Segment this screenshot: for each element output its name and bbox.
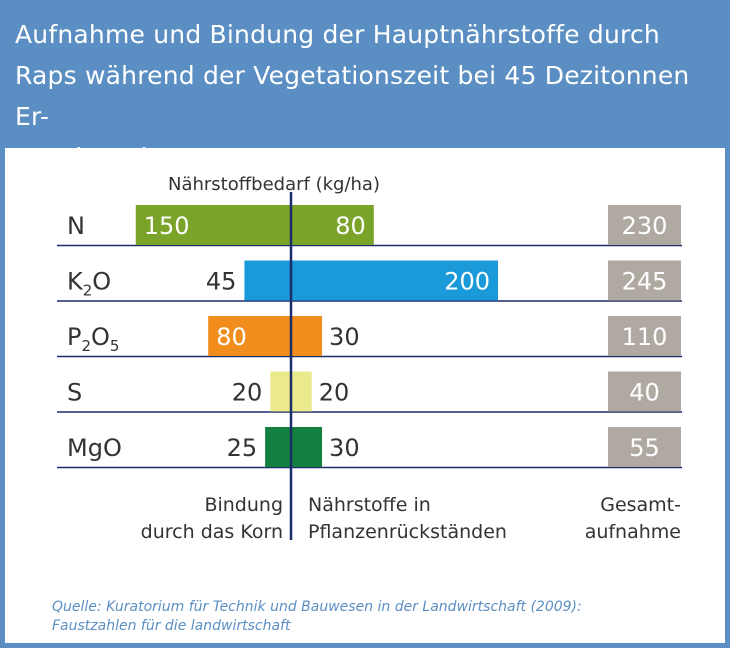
- total-box: [608, 371, 681, 412]
- category-label: MgO: [67, 434, 122, 462]
- category-label: N: [67, 212, 85, 240]
- value-label-bindung-korn: 20: [232, 379, 263, 407]
- legend-gesamt-line-1: Gesamt-: [600, 494, 681, 516]
- total-value-label: 55: [629, 434, 660, 462]
- value-label-pflanzenrueckstaende: 20: [319, 379, 350, 407]
- bar-pflanzenrueckstaende: [291, 260, 498, 301]
- category-label: P2O5: [67, 323, 119, 355]
- value-label-pflanzenrueckstaende: 30: [329, 434, 360, 462]
- total-box: [608, 427, 681, 467]
- value-label-pflanzenrueckstaende: 30: [329, 323, 360, 351]
- legend-gesamt-line-2: aufnahme: [585, 521, 681, 543]
- value-label-pflanzenrueckstaende: 80: [335, 212, 366, 240]
- category-label: S: [67, 379, 82, 407]
- legend-rueckstaende-line-2: Pflanzenrückständen: [308, 521, 507, 543]
- total-value-label: 110: [622, 323, 668, 351]
- value-label-bindung-korn: 45: [206, 268, 237, 296]
- total-value-label: 230: [622, 212, 668, 240]
- legend-bindung-line-2: durch das Korn: [141, 521, 283, 543]
- bar-bindung-korn: [265, 427, 291, 467]
- value-label-bindung-korn: 25: [227, 434, 258, 462]
- value-label-pflanzenrueckstaende: 200: [444, 268, 490, 296]
- bar-bindung-korn: [270, 371, 291, 412]
- legend-bindung-line-1: Bindung: [204, 494, 283, 516]
- source-line-1: Quelle: Kuratorium für Technik und Bauwe…: [52, 599, 582, 615]
- header: Aufnahme und Bindung der Hauptnährstoffe…: [0, 0, 730, 172]
- chart-title-line-2: Raps während der Vegetationszeit bei 45 …: [15, 61, 690, 131]
- source-note: Quelle: Kuratorium für Technik und Bauwe…: [52, 598, 692, 636]
- bar-pflanzenrueckstaende: [291, 371, 312, 412]
- value-label-bindung-korn: 80: [216, 323, 247, 351]
- bar-pflanzenrueckstaende: [291, 205, 374, 245]
- bar-pflanzenrueckstaende: [291, 316, 323, 356]
- nutrient-chart: Nährstoffbedarf (kg/ha) N 150 80 230 K2O 45 200…: [57, 174, 682, 543]
- total-box: [608, 316, 681, 356]
- total-value-label: 245: [622, 268, 668, 296]
- total-value-label: 40: [629, 379, 660, 407]
- bar-pflanzenrueckstaende: [291, 427, 323, 467]
- chart-title-line-1: Aufnahme und Bindung der Hauptnährstoffe…: [15, 20, 660, 49]
- chart-panel: Nährstoffbedarf (kg/ha) N 150 80 230 K2O 45 200…: [5, 148, 725, 643]
- axis-title: Nährstoffbedarf (kg/ha): [168, 174, 380, 195]
- source-line-2: Faustzahlen für die landwirtschaft: [52, 618, 291, 634]
- bar-bindung-korn: [135, 205, 291, 245]
- bar-bindung-korn: [208, 316, 291, 356]
- bar-bindung-korn: [244, 260, 291, 301]
- total-box: [608, 205, 681, 245]
- category-label: K2O: [67, 268, 111, 300]
- value-label-bindung-korn: 150: [144, 212, 190, 240]
- total-box: [608, 260, 681, 301]
- legend-rueckstaende-line-1: Nährstoffe in: [308, 494, 431, 516]
